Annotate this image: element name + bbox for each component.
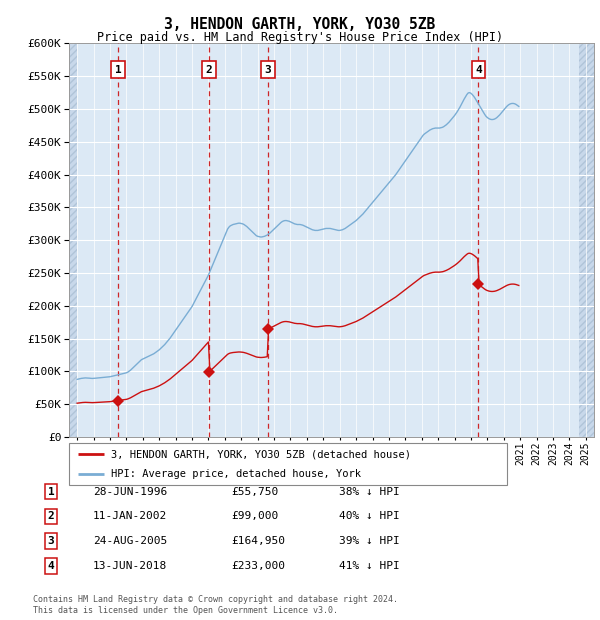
- Text: 2: 2: [47, 512, 55, 521]
- Text: Contains HM Land Registry data © Crown copyright and database right 2024.: Contains HM Land Registry data © Crown c…: [33, 595, 398, 604]
- Text: 3: 3: [47, 536, 55, 546]
- Text: 28-JUN-1996: 28-JUN-1996: [93, 487, 167, 497]
- Text: £164,950: £164,950: [231, 536, 285, 546]
- Text: 24-AUG-2005: 24-AUG-2005: [93, 536, 167, 546]
- Text: 4: 4: [47, 561, 55, 571]
- Text: 3, HENDON GARTH, YORK, YO30 5ZB (detached house): 3, HENDON GARTH, YORK, YO30 5ZB (detache…: [110, 450, 410, 459]
- Text: Price paid vs. HM Land Registry's House Price Index (HPI): Price paid vs. HM Land Registry's House …: [97, 31, 503, 44]
- Text: £233,000: £233,000: [231, 561, 285, 571]
- Text: 41% ↓ HPI: 41% ↓ HPI: [339, 561, 400, 571]
- Text: 3, HENDON GARTH, YORK, YO30 5ZB: 3, HENDON GARTH, YORK, YO30 5ZB: [164, 17, 436, 32]
- Text: HPI: Average price, detached house, York: HPI: Average price, detached house, York: [110, 469, 361, 479]
- Text: 13-JUN-2018: 13-JUN-2018: [93, 561, 167, 571]
- Text: 11-JAN-2002: 11-JAN-2002: [93, 512, 167, 521]
- Text: 38% ↓ HPI: 38% ↓ HPI: [339, 487, 400, 497]
- Text: 2: 2: [206, 64, 212, 74]
- Text: £55,750: £55,750: [231, 487, 278, 497]
- FancyBboxPatch shape: [69, 443, 507, 485]
- Text: 40% ↓ HPI: 40% ↓ HPI: [339, 512, 400, 521]
- Bar: [69, 43, 77, 437]
- Text: This data is licensed under the Open Government Licence v3.0.: This data is licensed under the Open Gov…: [33, 606, 338, 615]
- Text: 1: 1: [115, 64, 121, 74]
- Text: 1: 1: [47, 487, 55, 497]
- Bar: [579, 43, 594, 437]
- Text: £99,000: £99,000: [231, 512, 278, 521]
- Text: 39% ↓ HPI: 39% ↓ HPI: [339, 536, 400, 546]
- Text: 3: 3: [265, 64, 272, 74]
- Text: 4: 4: [475, 64, 482, 74]
